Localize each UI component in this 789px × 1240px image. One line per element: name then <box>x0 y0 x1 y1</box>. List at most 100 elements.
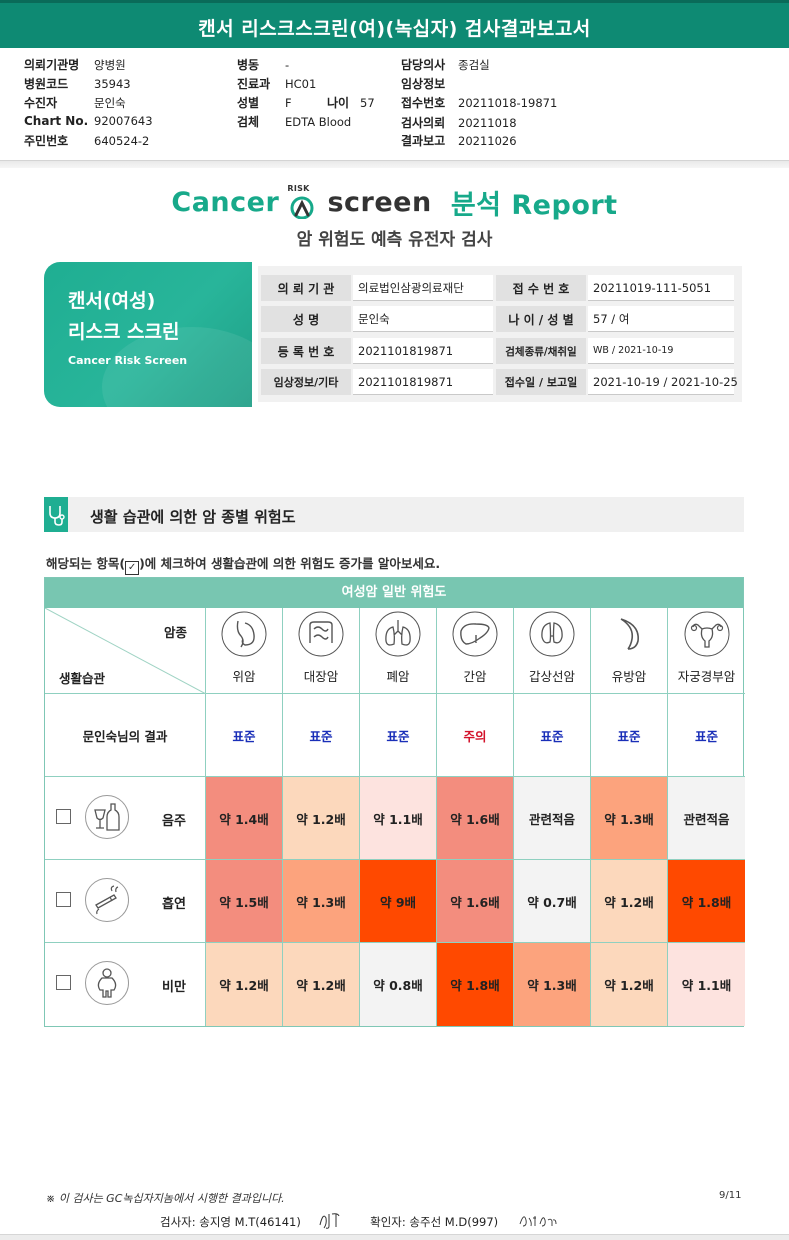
alcohol-icon <box>85 795 129 839</box>
cancer-col-stomach: 위암 <box>206 608 283 694</box>
risk-cell-obesity-cervix: 약 1.1배 <box>668 943 745 1026</box>
meta-specimen: 검체 EDTA Blood <box>237 115 352 129</box>
risk-cell-obesity-colon: 약 1.2배 <box>283 943 360 1026</box>
risk-cell-smoking-stomach: 약 1.5배 <box>206 860 283 943</box>
info-value-receipt-no: 20211019-111-5051 <box>588 275 734 301</box>
colon-icon <box>298 611 344 657</box>
card-title-line1: 캔서(여성) <box>68 290 156 312</box>
cancer-col-cervix: 자궁경부암 <box>668 608 745 694</box>
meta-requester: 의뢰기관명 양병원 <box>24 58 126 72</box>
signers: 검사자: 송지영 M.T(46141) 확인자: 송주선 M.D(997) <box>160 1210 558 1233</box>
info-label-institution: 의 뢰 기 관 <box>261 275 351 301</box>
cancer-name-thyroid: 갑상선암 <box>528 669 575 684</box>
risk-cell-alcohol-lung: 약 1.1배 <box>360 777 437 860</box>
result-row-label: 문인숙님의 결과 <box>45 694 206 777</box>
bottom-divider <box>0 1234 789 1240</box>
cancer-name-breast: 유방암 <box>611 669 647 684</box>
confirmer-name: 확인자: 송주선 M.D(997) <box>370 1214 499 1229</box>
logo-risk-text: RISK <box>287 183 310 193</box>
smoking-checkbox[interactable] <box>56 892 71 907</box>
meta-hospital-code: 병원코드 35943 <box>24 77 131 91</box>
cancer-col-breast: 유방암 <box>591 608 668 694</box>
info-label-reg-no: 등 록 번 호 <box>261 338 351 364</box>
habit-label-smoking: 흡연 <box>162 897 186 912</box>
info-value-name: 문인숙 <box>353 306 493 332</box>
instruction-note: 해당되는 항목(✓)에 체크하여 생활습관에 의한 위험도 증가를 알아보세요. <box>46 553 440 575</box>
info-label-age-sex: 나 이 / 성 별 <box>496 306 586 332</box>
meta-doctor: 담당의사 종검실 <box>401 58 490 72</box>
result-lung: 표준 <box>360 694 437 777</box>
cancer-name-liver: 간암 <box>463 669 487 684</box>
cancer-name-lung: 폐암 <box>386 669 410 684</box>
meta-sex: 성별 F <box>237 96 292 110</box>
cancer-name-cervix: 자궁경부암 <box>677 669 736 684</box>
risk-cell-smoking-liver: 약 1.6배 <box>437 860 514 943</box>
section-title: 생활 습관에 의한 암 종별 위험도 <box>90 508 296 526</box>
thyroid-icon <box>529 611 575 657</box>
risk-cell-smoking-breast: 약 1.2배 <box>591 860 668 943</box>
result-cervix: 표준 <box>668 694 745 777</box>
cancer-col-colon: 대장암 <box>283 608 360 694</box>
risk-cell-obesity-lung: 약 0.8배 <box>360 943 437 1026</box>
meta-report-date: 결과보고 20211026 <box>401 134 517 148</box>
grid-corner-cell: 암종 생활습관 <box>45 608 206 694</box>
meta-request-date: 검사의뢰 20211018 <box>401 116 517 130</box>
risk-cell-obesity-liver: 약 1.8배 <box>437 943 514 1026</box>
info-label-clinical: 임상정보/기타 <box>261 369 351 395</box>
result-breast: 표준 <box>591 694 668 777</box>
risk-cell-obesity-thyroid: 약 1.3배 <box>514 943 591 1026</box>
logo-report-text: 분석 Report <box>450 190 618 221</box>
corner-diagonal <box>45 608 206 694</box>
risk-cell-smoking-colon: 약 1.3배 <box>283 860 360 943</box>
info-value-clinical: 2021101819871 <box>353 369 493 395</box>
meta-receipt-no: 접수번호 20211018-19871 <box>401 96 558 110</box>
meta-ward: 병동 - <box>237 58 290 72</box>
info-value-reg-no: 2021101819871 <box>353 338 493 364</box>
patient-info-table: 의 뢰 기 관 의료법인삼광의료재단 접 수 번 호 20211019-111-… <box>258 266 742 402</box>
liver-icon <box>452 611 498 657</box>
stethoscope-icon <box>44 497 68 532</box>
risk-cell-alcohol-cervix: 관련적음 <box>668 777 745 860</box>
card-title-english: Cancer Risk Screen <box>68 354 188 367</box>
alcohol-checkbox[interactable] <box>56 809 71 824</box>
info-label-receipt-no: 접 수 번 호 <box>496 275 586 301</box>
habit-row-alcohol: 음주 <box>45 777 206 860</box>
meta-department: 진료과 HC01 <box>237 77 317 91</box>
meta-resident-no: 주민번호 640524-2 <box>24 134 150 148</box>
section-header: 생활 습관에 의한 암 종별 위험도 <box>44 497 744 532</box>
patient-meta: 의뢰기관명 양병원 병원코드 35943 수진자 문인숙 Chart No. 92007… <box>0 52 789 162</box>
obesity-checkbox[interactable] <box>56 975 71 990</box>
risk-cell-smoking-cervix: 약 1.8배 <box>668 860 745 943</box>
tester-signature-icon <box>318 1210 342 1233</box>
grid-header: 여성암 일반 위험도 <box>45 578 743 608</box>
tester-name: 검사자: 송지영 M.T(46141) <box>160 1214 301 1229</box>
info-value-dates: 2021-10-19 / 2021-10-25 <box>588 369 738 395</box>
risk-cell-alcohol-stomach: 약 1.4배 <box>206 777 283 860</box>
info-value-specimen: WB / 2021-10-19 <box>588 338 734 364</box>
report-subtitle: 암 위험도 예측 유전자 검사 <box>296 230 493 250</box>
meta-chart-no: Chart No. 92007643 <box>24 114 153 128</box>
habit-row-obesity: 비만 <box>45 943 206 1026</box>
risk-cell-alcohol-breast: 약 1.3배 <box>591 777 668 860</box>
breast-icon <box>620 618 639 650</box>
risk-cell-alcohol-thyroid: 관련적음 <box>514 777 591 860</box>
risk-cell-smoking-lung: 약 9배 <box>360 860 437 943</box>
risk-cell-smoking-thyroid: 약 0.7배 <box>514 860 591 943</box>
meta-divider <box>0 160 789 168</box>
page-number: 9/11 <box>719 1190 742 1201</box>
logo-screen-text: screen <box>327 187 432 218</box>
brand-logo: Cancer RISK screen 분석 Report <box>0 183 789 223</box>
logo-cancer-text: Cancer <box>171 187 280 218</box>
lung-icon <box>375 611 421 657</box>
risk-cell-obesity-breast: 약 1.2배 <box>591 943 668 1026</box>
info-value-institution: 의료법인삼광의료재단 <box>353 275 493 301</box>
info-label-dates: 접수일 / 보고일 <box>496 369 586 395</box>
risk-grid: 여성암 일반 위험도 암종 생활습관 위암 대장암 폐암 간암 <box>44 577 745 1027</box>
meta-patient: 수진자 문인숙 <box>24 96 126 110</box>
check-symbol-icon: ✓ <box>125 561 140 575</box>
risk-cell-obesity-stomach: 약 1.2배 <box>206 943 283 1026</box>
info-label-specimen: 검체종류/채취일 <box>496 338 586 364</box>
result-liver: 주의 <box>437 694 514 777</box>
cancer-col-thyroid: 갑상선암 <box>514 608 591 694</box>
report-title-bar: 캔서 리스크스크린(여)(녹십자) 검사결과보고서 <box>0 0 789 48</box>
